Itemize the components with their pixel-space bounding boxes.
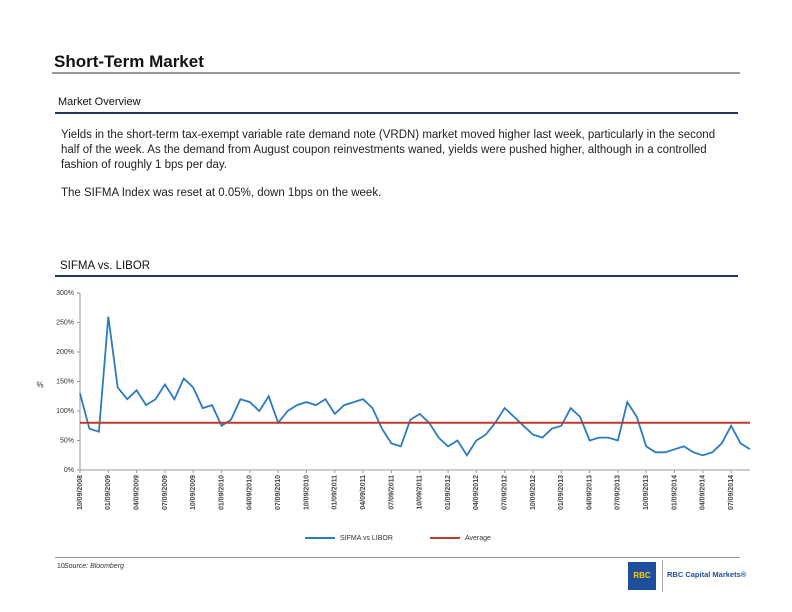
x-tick-label: 07/09/2014 xyxy=(728,475,735,510)
x-tick-label: 10/09/2010 xyxy=(303,475,310,510)
x-tick-label: 04/09/2011 xyxy=(360,475,367,510)
y-tick-label: 300% xyxy=(56,290,74,297)
logo-divider xyxy=(662,560,663,592)
x-tick-label: 10/09/2013 xyxy=(643,475,650,510)
y-tick-label: 50% xyxy=(60,437,74,444)
brand: RBC Capital Markets® xyxy=(667,570,747,579)
chart-section-title: SIFMA vs. LIBOR xyxy=(60,260,151,272)
x-tick-label: 01/09/2013 xyxy=(558,475,565,510)
x-tick-label: 01/09/2009 xyxy=(105,475,112,510)
x-tick-label: 10/09/2008 xyxy=(77,475,84,510)
section-title: Market Overview xyxy=(58,96,141,108)
legend-label: SIFMA vs LIBOR xyxy=(340,535,393,542)
x-tick-label: 07/09/2011 xyxy=(388,475,395,510)
x-tick-label: 01/09/2010 xyxy=(218,475,225,510)
y-tick-label: 250% xyxy=(56,319,74,326)
x-tick-label: 04/09/2014 xyxy=(700,475,707,510)
x-tick-label: 07/09/2009 xyxy=(162,475,169,510)
x-tick-label: 01/09/2012 xyxy=(445,475,452,510)
x-tick-label: 10/09/2009 xyxy=(190,475,197,510)
y-tick-label: 150% xyxy=(56,378,74,385)
legend-label: Average xyxy=(465,535,491,542)
x-tick-label: 04/09/2012 xyxy=(473,475,480,510)
chart-section-rule xyxy=(55,275,738,277)
x-tick-label: 07/09/2013 xyxy=(615,475,622,510)
x-tick-label: 04/09/2013 xyxy=(586,475,593,510)
x-tick-label: 04/09/2010 xyxy=(247,475,254,510)
y-tick-label: 200% xyxy=(56,349,74,356)
chart: % 0% 50% 100% 150% 200% 250% 300% 10/09/2008 01/0… xyxy=(36,290,751,542)
section-rule xyxy=(55,112,738,114)
paragraph: The SIFMA Index was reset at 0.05%, down… xyxy=(61,187,382,199)
y-axis-label: % xyxy=(36,381,43,390)
paragraph: Yields in the short-term tax-exempt vari… xyxy=(61,129,716,171)
source: Source: Bloomberg xyxy=(64,563,124,570)
x-tick-label: 04/09/2009 xyxy=(133,475,140,510)
footer-rule xyxy=(55,557,740,558)
x-tick-label: 07/09/2010 xyxy=(275,475,282,510)
x-tick-label: 10/09/2011 xyxy=(417,475,424,510)
line xyxy=(79,316,751,457)
y-tick-label: 0% xyxy=(64,467,74,474)
title-rule xyxy=(52,72,740,74)
page-number: 10 xyxy=(57,563,65,570)
y-tick-label: 100% xyxy=(56,408,74,415)
x-tick-label: 07/09/2012 xyxy=(501,475,508,510)
x-tick-label: 10/09/2012 xyxy=(530,475,537,510)
logo: RBC xyxy=(628,562,656,590)
x-tick-label: 01/09/2014 xyxy=(671,475,678,510)
x-tick-label: 01/09/2011 xyxy=(332,475,339,510)
page-title: Short-Term Market xyxy=(54,52,204,71)
